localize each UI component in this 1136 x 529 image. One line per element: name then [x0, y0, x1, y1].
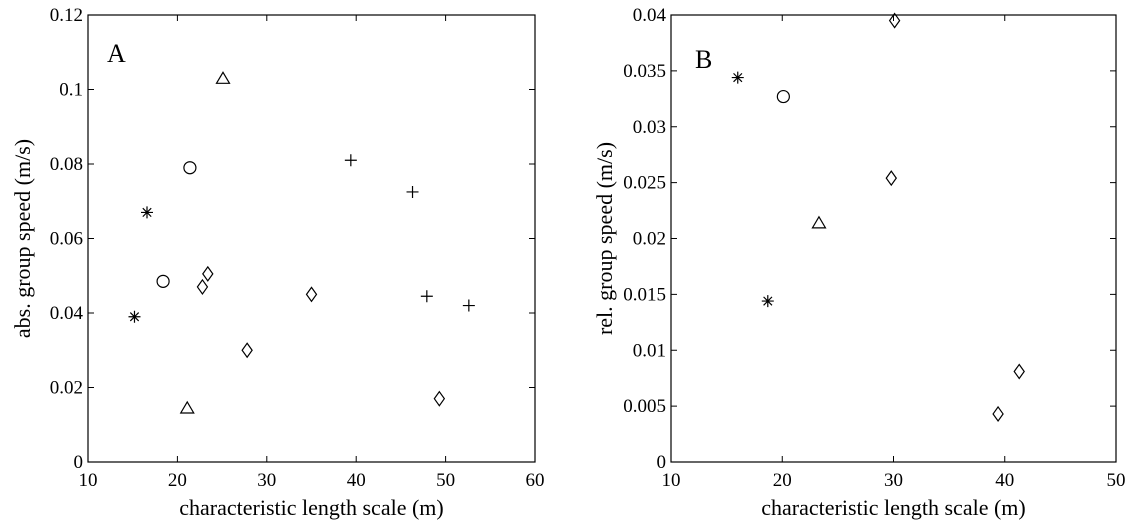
diamond-marker [196, 278, 209, 295]
panel-label: B [695, 45, 712, 74]
plus-marker [462, 299, 475, 312]
y-axis-label: rel. group speed (m/s) [592, 142, 617, 335]
diamond-marker [305, 286, 318, 303]
chart-panel-a: 10 20 30 40 50 60 0 0.02 0.04 0.06 0.08 0.1 0.12 char… [10, 5, 545, 520]
panel-label: A [107, 39, 126, 68]
x-tick-label: 10 [79, 470, 98, 491]
y-tick-label: 0.015 [623, 284, 666, 305]
y-tick-label: 0.005 [623, 396, 666, 417]
y-tick-label: 0.04 [50, 303, 84, 324]
x-tick-label: 60 [526, 470, 545, 491]
triangle-marker [179, 400, 195, 414]
plot-frame [87, 14, 536, 463]
x-tick-label: 50 [1107, 470, 1126, 491]
diamond-marker [433, 390, 446, 407]
y-tick-label: 0.02 [633, 229, 666, 250]
y-tick-label: 0.1 [59, 80, 83, 101]
diamond-marker [888, 12, 901, 29]
asterisk-marker [761, 295, 774, 308]
x-tick-label: 50 [436, 470, 455, 491]
y-tick-label: 0.06 [50, 229, 83, 250]
diamond-marker [1013, 363, 1025, 380]
y-tick-label: 0.01 [633, 340, 666, 361]
y-tick-label: 0.03 [633, 117, 666, 138]
x-tick-label: 40 [995, 470, 1014, 491]
y-tick-label: 0.035 [623, 61, 666, 82]
y-tick-label: 0.02 [50, 378, 83, 399]
y-tick-label: 0 [74, 452, 84, 473]
y-tick-label: 0.08 [50, 154, 83, 175]
plus-marker [344, 154, 357, 167]
x-axis-label: characteristic length scale (m) [179, 495, 443, 520]
y-tick-label: 0 [657, 452, 667, 473]
x-axis-label: characteristic length scale (m) [761, 495, 1025, 520]
x-tick-label: 10 [662, 470, 681, 491]
x-tick-label: 20 [168, 470, 187, 491]
asterisk-marker [731, 71, 744, 84]
y-tick-label: 0.12 [50, 5, 83, 26]
diamond-marker [202, 265, 214, 282]
x-tick-label: 20 [773, 470, 792, 491]
x-tick-label: 30 [884, 470, 903, 491]
asterisk-marker [141, 206, 154, 219]
diamond-marker [992, 405, 1004, 422]
y-tick-label: 0.04 [633, 5, 667, 26]
circle-marker [183, 161, 197, 175]
circle-marker [156, 274, 170, 288]
chart-panel-b: 10 20 30 40 50 0 0.005 0.01 0.015 0.02 0.025 0.03 0.… [592, 5, 1126, 520]
circle-marker [776, 89, 790, 104]
triangle-marker [811, 215, 827, 229]
x-tick-label: 40 [347, 470, 366, 491]
asterisk-marker [128, 310, 141, 323]
triangle-marker [215, 71, 231, 84]
diamond-marker [885, 170, 898, 187]
plus-marker [420, 290, 433, 303]
diamond-marker [241, 342, 253, 359]
y-tick-label: 0.025 [623, 173, 666, 194]
x-tick-label: 30 [257, 470, 276, 491]
plus-marker [406, 185, 419, 198]
y-axis-label: abs. group speed (m/s) [10, 139, 35, 338]
